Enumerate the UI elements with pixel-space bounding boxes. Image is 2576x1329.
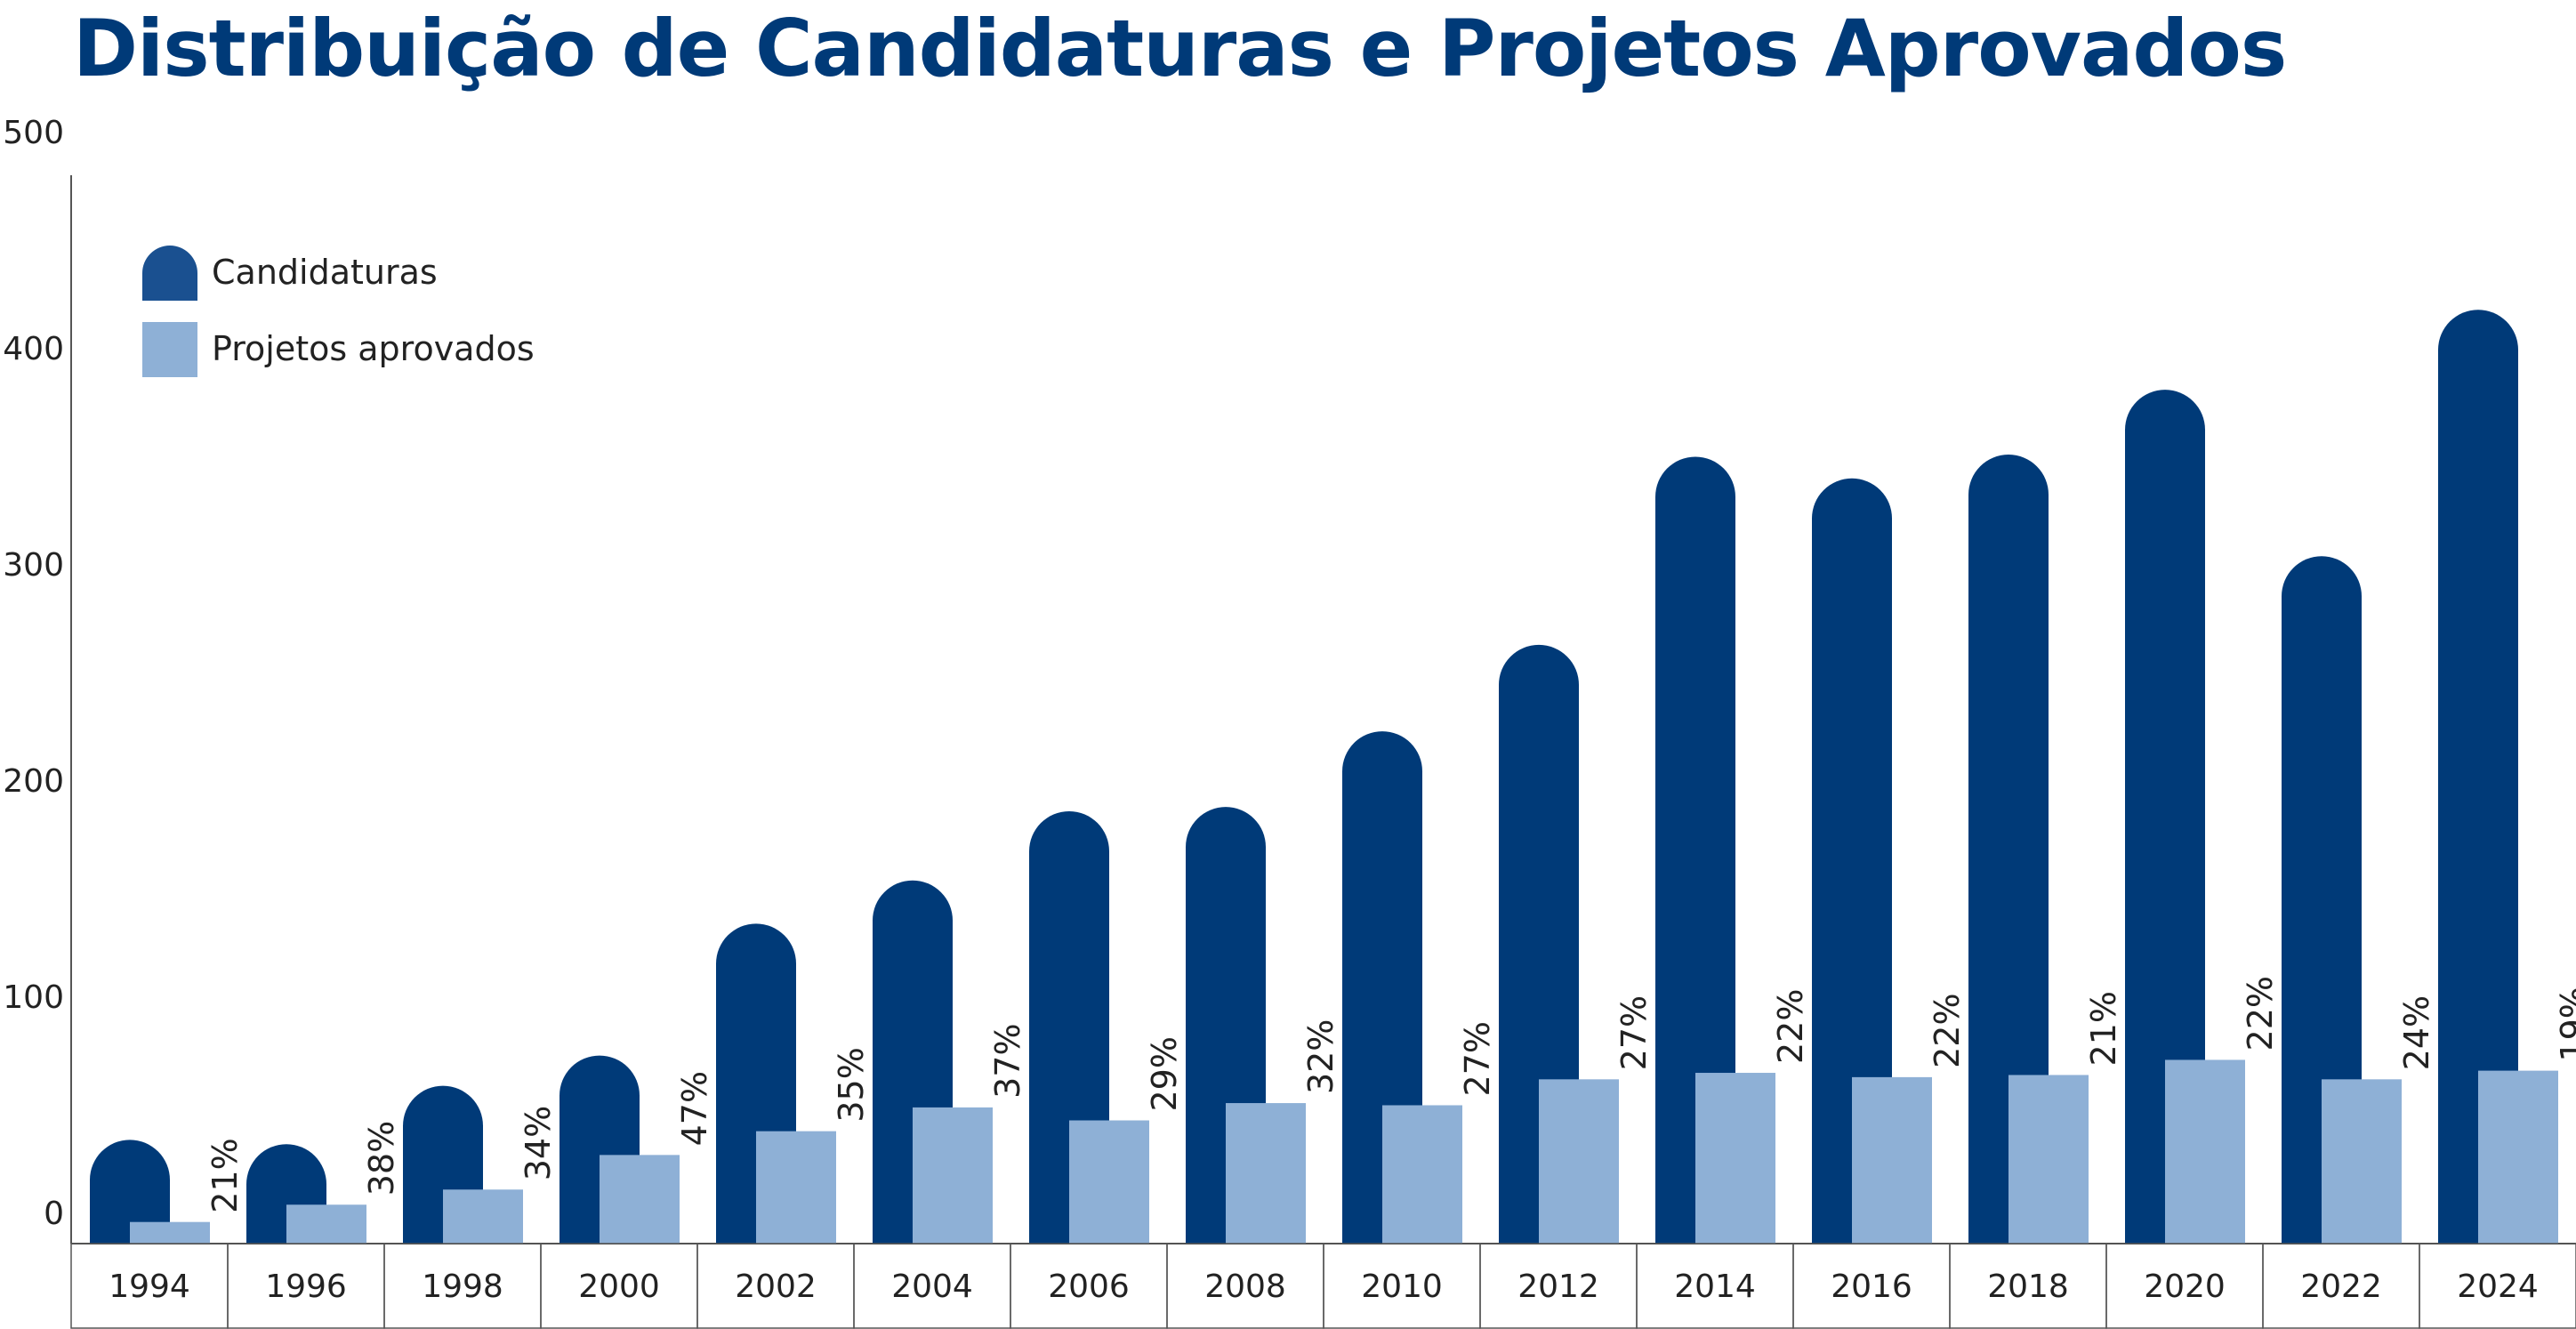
x-tick-label: 2014	[1674, 1269, 1756, 1305]
aprovados-bar	[2165, 1059, 2245, 1244]
x-axis-cell	[2419, 1243, 2576, 1329]
legend-swatch-aprovados	[142, 322, 197, 377]
aprovados-bar	[913, 1107, 993, 1244]
percent-label: 24%	[2397, 995, 2436, 1070]
x-tick-label: 2008	[1204, 1269, 1286, 1305]
y-tick-label: 100	[3, 979, 64, 1016]
x-tick-label: 1994	[109, 1269, 190, 1305]
percent-label: 47%	[675, 1071, 714, 1146]
x-tick-label: 1998	[422, 1269, 503, 1305]
chart-title: Distribuição de Candidaturas e Projetos …	[73, 3, 2287, 94]
x-tick-label: 2018	[1987, 1269, 2069, 1305]
y-tick-label: 0	[44, 1196, 64, 1232]
aprovados-bar	[130, 1221, 210, 1244]
aprovados-bar	[600, 1155, 680, 1244]
legend-label: Projetos aprovados	[212, 329, 535, 368]
candidaturas-bar	[2125, 390, 2205, 1244]
x-tick-label: 1996	[265, 1269, 347, 1305]
legend: Candidaturas Projetos aprovados	[142, 246, 535, 377]
y-tick-label: 400	[3, 331, 64, 367]
percent-label: 22%	[1928, 993, 1967, 1067]
x-tick-label: 2020	[2144, 1269, 2226, 1305]
x-tick-label: 2012	[1517, 1269, 1599, 1305]
percent-label: 21%	[2084, 991, 2123, 1066]
legend-swatch-candidaturas	[142, 246, 197, 301]
x-tick-label: 2006	[1048, 1269, 1130, 1305]
aprovados-bar	[286, 1204, 366, 1244]
percent-label: 35%	[832, 1047, 871, 1122]
x-tick-label: 2024	[2457, 1269, 2539, 1305]
data-labels: 21% 38% 34% 47% 35% 37% 29% 32% 27% 27% 22% 22% 21% 2…	[205, 976, 2576, 1213]
aprovados-bar	[443, 1189, 523, 1244]
legend-label: Candidaturas	[212, 253, 438, 292]
aprovados-bar	[1069, 1120, 1149, 1244]
x-axis: 1994 1996 1998 2000 2002 2004 2006 2008 2010 2012…	[70, 1243, 2576, 1329]
candidaturas-bar	[2438, 310, 2518, 1244]
candidaturas-bar	[1655, 456, 1735, 1244]
x-tick-label: 2010	[1361, 1269, 1443, 1305]
percent-label: 32%	[1301, 1019, 1340, 1094]
x-tick-label: 2004	[891, 1269, 973, 1305]
percent-label: 27%	[1614, 995, 1654, 1070]
y-tick-label: 200	[3, 763, 64, 800]
x-tick-label: 2016	[1831, 1269, 1912, 1305]
candidaturas-bar	[2282, 556, 2362, 1244]
x-tick-label: 2022	[2300, 1269, 2382, 1305]
aprovados-bar	[1539, 1079, 1619, 1244]
x-tick-label: 2000	[578, 1269, 660, 1305]
aprovados-bar	[2322, 1079, 2402, 1244]
aprovados-bar	[756, 1131, 836, 1244]
bars	[90, 310, 2558, 1244]
percent-label: 38%	[362, 1121, 401, 1196]
percent-label: 37%	[988, 1023, 1027, 1098]
aprovados-bar	[1695, 1073, 1775, 1244]
y-tick-label: 300	[3, 547, 64, 584]
aprovados-bar	[2008, 1075, 2089, 1244]
percent-label: 21%	[205, 1138, 245, 1212]
percent-label: 22%	[2241, 976, 2280, 1051]
percent-label: 34%	[519, 1106, 558, 1180]
candidaturas-bar	[90, 1140, 170, 1244]
percent-label: 22%	[1771, 989, 1810, 1064]
candidaturas-bar	[1968, 455, 2049, 1244]
aprovados-bar	[1382, 1105, 1462, 1244]
percent-label: 29%	[1145, 1036, 1184, 1111]
percent-label: 19%	[2554, 987, 2576, 1061]
aprovados-bar	[1226, 1103, 1306, 1244]
candidaturas-bar	[1812, 478, 1892, 1244]
percent-label: 27%	[1458, 1021, 1497, 1096]
aprovados-bar	[1852, 1076, 1932, 1244]
y-tick-label: 500	[3, 115, 64, 151]
x-tick-label: 2002	[735, 1269, 817, 1305]
aprovados-bar	[2478, 1070, 2558, 1244]
